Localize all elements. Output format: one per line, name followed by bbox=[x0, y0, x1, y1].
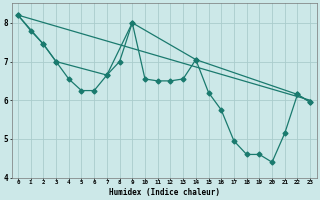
X-axis label: Humidex (Indice chaleur): Humidex (Indice chaleur) bbox=[108, 188, 220, 197]
